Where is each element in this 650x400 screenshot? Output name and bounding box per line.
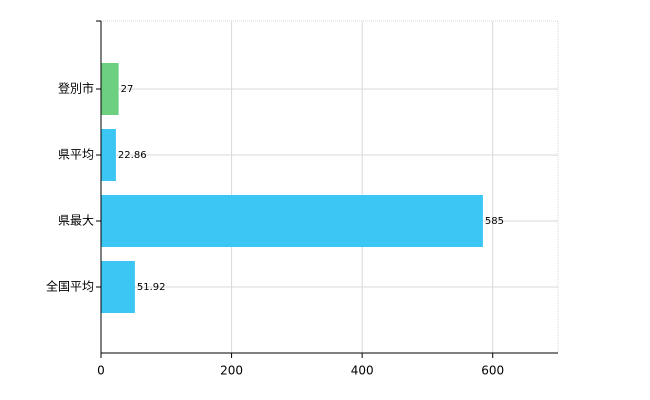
y-tick-label: 全国平均 bbox=[46, 279, 94, 294]
bar bbox=[101, 129, 116, 181]
bar bbox=[101, 195, 483, 247]
value-label: 51.92 bbox=[137, 282, 166, 293]
y-tick-label: 県最大 bbox=[58, 214, 94, 228]
value-label: 585 bbox=[485, 216, 504, 227]
x-tick-label: 600 bbox=[481, 364, 504, 378]
value-label: 22.86 bbox=[118, 150, 147, 161]
x-tick-label: 400 bbox=[351, 364, 374, 378]
y-tick-label: 県平均 bbox=[58, 148, 94, 162]
x-tick-label: 0 bbox=[97, 364, 105, 378]
value-label: 27 bbox=[121, 84, 134, 95]
bar bbox=[101, 63, 119, 115]
bar bbox=[101, 261, 135, 313]
y-tick-label: 登別市 bbox=[58, 81, 94, 96]
x-tick-label: 200 bbox=[220, 364, 243, 378]
